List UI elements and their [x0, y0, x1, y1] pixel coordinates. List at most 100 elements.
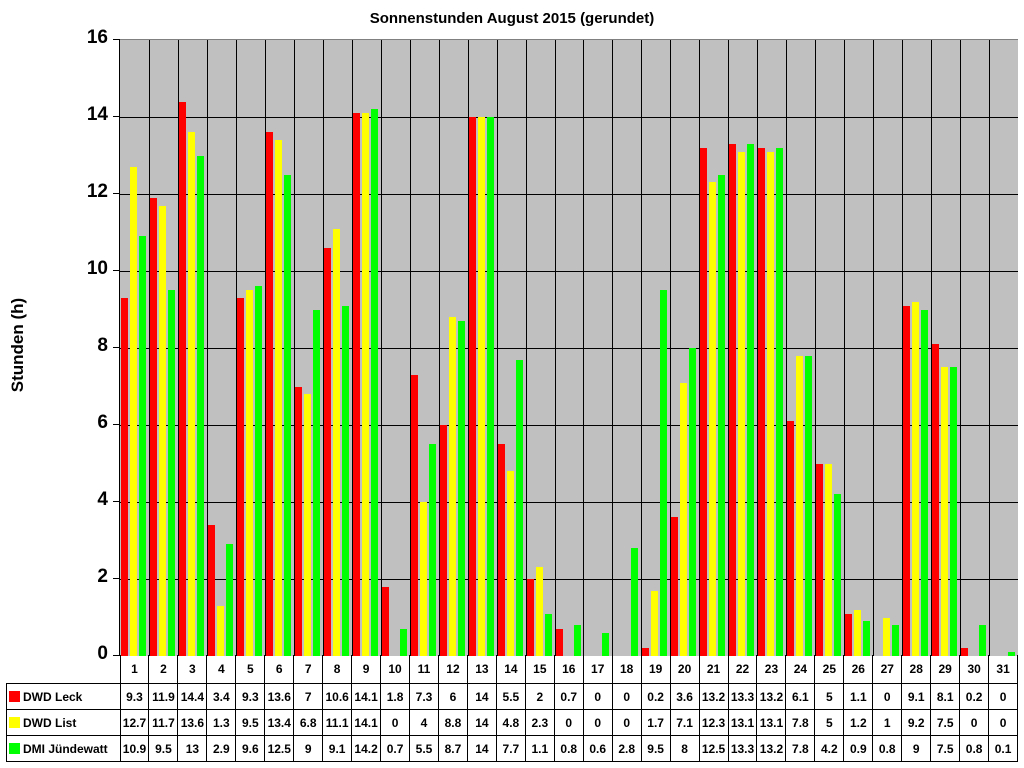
data-cell: 7.5: [930, 709, 961, 736]
data-cell: 14.2: [351, 735, 382, 762]
bar-dwd-list: [303, 394, 311, 656]
y-axis-line: [119, 39, 120, 656]
gridline-vertical: [757, 40, 758, 656]
data-cell: 0: [582, 683, 613, 710]
bar-dmi-j-ndewatt: [805, 355, 813, 656]
legend-label: DWD List: [23, 715, 77, 730]
y-tick-label: 0: [97, 643, 108, 664]
chart-title: Sonnenstunden August 2015 (gerundet): [369, 10, 655, 27]
gridline-vertical: [149, 40, 150, 656]
data-cell: 0.7: [553, 683, 584, 710]
category-label: 24: [785, 655, 816, 684]
table-row: DWD List 12.7 11.7 13.6 1.3 9.5 13.4 6.8 11.1 14.…: [6, 709, 1019, 736]
bar-dwd-list: [216, 605, 224, 656]
y-tick-mark: [113, 347, 120, 348]
bar-dmi-j-ndewatt: [776, 147, 784, 656]
bar-dwd-list: [680, 382, 688, 656]
data-cell: 0: [988, 709, 1019, 736]
y-tick-mark: [113, 578, 120, 579]
y-tick-label: 8: [97, 335, 108, 356]
category-label: 2: [148, 655, 179, 684]
bar-dwd-list: [941, 367, 949, 656]
category-label: 27: [872, 655, 903, 684]
data-cell: 0: [611, 709, 642, 736]
bar-dwd-list: [448, 317, 456, 656]
gridline-horizontal: [120, 271, 1018, 272]
category-label: 15: [524, 655, 555, 684]
data-cell: 10.9: [119, 735, 150, 762]
data-cell: 0: [380, 709, 411, 736]
y-tick-mark: [113, 193, 120, 194]
data-cell: 1.7: [640, 709, 671, 736]
bar-dmi-j-ndewatt: [139, 236, 146, 656]
plot-area: [120, 39, 1018, 656]
data-cell: 5.5: [409, 735, 439, 762]
data-cell: 4: [409, 709, 439, 736]
bar-dwd-leck: [381, 586, 389, 656]
data-cell: 0.1: [988, 735, 1019, 762]
data-cell: 6: [437, 683, 468, 710]
category-label: 6: [264, 655, 295, 684]
data-cell: 8.1: [930, 683, 961, 710]
category-label: 26: [843, 655, 874, 684]
data-cell: 2.9: [206, 735, 237, 762]
y-tick-mark: [113, 116, 120, 117]
bar-dmi-j-ndewatt: [254, 286, 262, 656]
y-tick-label: 6: [97, 412, 108, 433]
bar-dmi-j-ndewatt: [225, 544, 233, 656]
legend-key-icon: [9, 716, 20, 728]
bar-dwd-list: [274, 140, 282, 656]
legend-key-icon: [9, 742, 20, 754]
category-label: 23: [756, 655, 787, 684]
bar-dwd-list: [506, 471, 514, 656]
gridline-vertical: [526, 40, 527, 656]
data-cell: 4.8: [495, 709, 526, 736]
data-cell: 13.2: [756, 735, 787, 762]
bar-dwd-leck: [758, 147, 766, 656]
category-label: 29: [930, 655, 961, 684]
bar-dwd-list: [245, 290, 253, 656]
bar-dmi-j-ndewatt: [921, 309, 929, 656]
data-cell: 9.1: [322, 735, 353, 762]
bar-dmi-j-ndewatt: [863, 621, 871, 656]
bar-dwd-list: [361, 113, 369, 656]
bar-dwd-leck: [903, 305, 911, 656]
data-cell: 6.8: [293, 709, 324, 736]
y-tick-mark: [113, 501, 120, 502]
data-cell: 0.2: [959, 683, 990, 710]
data-cell: 14: [466, 683, 497, 710]
data-cell: 0.2: [640, 683, 671, 710]
data-cell: 9.1: [901, 683, 932, 710]
bar-dmi-j-ndewatt: [486, 117, 494, 656]
bar-dmi-j-ndewatt: [283, 174, 291, 656]
data-cell: 5: [814, 683, 845, 710]
data-cell: 1.2: [843, 709, 874, 736]
bar-dwd-leck: [526, 579, 534, 656]
bar-dwd-leck: [729, 143, 737, 656]
gridline-horizontal: [120, 502, 1018, 503]
data-cell: 1.8: [380, 683, 411, 710]
bar-dmi-j-ndewatt: [718, 174, 726, 656]
bar-dwd-list: [854, 609, 862, 656]
bar-dmi-j-ndewatt: [515, 359, 523, 656]
data-cell: 0: [582, 709, 613, 736]
bar-dmi-j-ndewatt: [892, 625, 900, 656]
y-tick-label: 16: [86, 27, 108, 48]
bar-dwd-list: [883, 617, 891, 656]
gridline-vertical: [728, 40, 729, 656]
data-cell: 9.2: [901, 709, 932, 736]
bar-dmi-j-ndewatt: [196, 155, 204, 656]
gridline-horizontal: [120, 194, 1018, 195]
bar-dwd-leck: [294, 386, 302, 656]
gridline-vertical: [410, 40, 411, 656]
data-cell: 9.5: [148, 735, 179, 762]
bar-dmi-j-ndewatt: [979, 625, 987, 656]
bar-dwd-list: [912, 301, 920, 656]
category-label: 11: [409, 655, 439, 684]
bar-dwd-leck: [439, 425, 447, 656]
gridline-vertical: [323, 40, 324, 656]
table-row: DMI Jündewatt 10.9 9.5 13 2.9 9.6 12.5 9 9.1 14.2…: [6, 735, 1019, 762]
bar-dwd-list: [158, 205, 166, 656]
data-cell: 8.7: [437, 735, 468, 762]
bar-dmi-j-ndewatt: [950, 367, 958, 656]
